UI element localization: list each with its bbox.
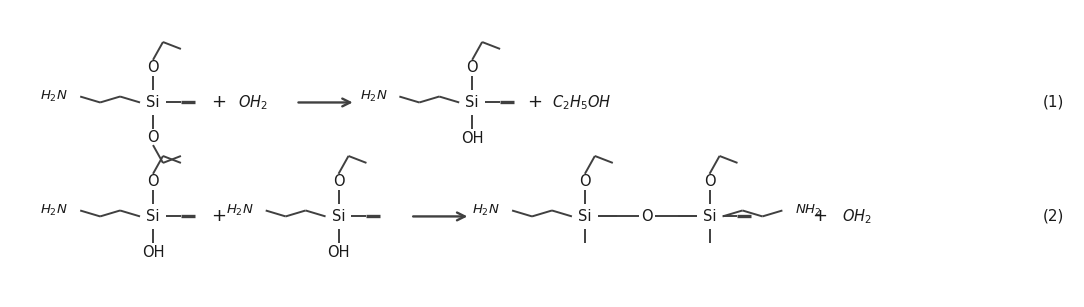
- Text: O: O: [579, 174, 591, 189]
- Text: +: +: [211, 208, 227, 225]
- Text: +: +: [528, 93, 542, 111]
- Text: +: +: [211, 93, 227, 111]
- Text: Si: Si: [578, 209, 592, 224]
- Text: $NH_2$: $NH_2$: [796, 203, 822, 218]
- Text: $H_2N$: $H_2N$: [225, 203, 254, 218]
- Text: $OH_2$: $OH_2$: [842, 207, 873, 226]
- Text: O: O: [333, 174, 345, 189]
- Text: O: O: [642, 209, 653, 224]
- Text: O: O: [466, 60, 478, 75]
- Text: O: O: [147, 130, 159, 145]
- Text: $H_2N$: $H_2N$: [40, 203, 68, 218]
- Text: Si: Si: [146, 209, 159, 224]
- Text: $OH_2$: $OH_2$: [237, 93, 268, 112]
- Text: OH: OH: [327, 245, 350, 260]
- Text: (1): (1): [1043, 95, 1064, 110]
- Text: +: +: [812, 208, 827, 225]
- Text: Si: Si: [465, 95, 479, 110]
- Text: Si: Si: [146, 95, 159, 110]
- Text: $C_2H_5OH$: $C_2H_5OH$: [552, 93, 611, 112]
- Text: $H_2N$: $H_2N$: [473, 203, 500, 218]
- Text: (2): (2): [1043, 209, 1064, 224]
- Text: Si: Si: [702, 209, 717, 224]
- Text: OH: OH: [142, 245, 165, 260]
- Text: Si: Si: [332, 209, 346, 224]
- Text: O: O: [147, 60, 159, 75]
- Text: O: O: [704, 174, 715, 189]
- Text: OH: OH: [461, 131, 483, 146]
- Text: $H_2N$: $H_2N$: [40, 89, 68, 104]
- Text: O: O: [147, 174, 159, 189]
- Text: $H_2N$: $H_2N$: [360, 89, 387, 104]
